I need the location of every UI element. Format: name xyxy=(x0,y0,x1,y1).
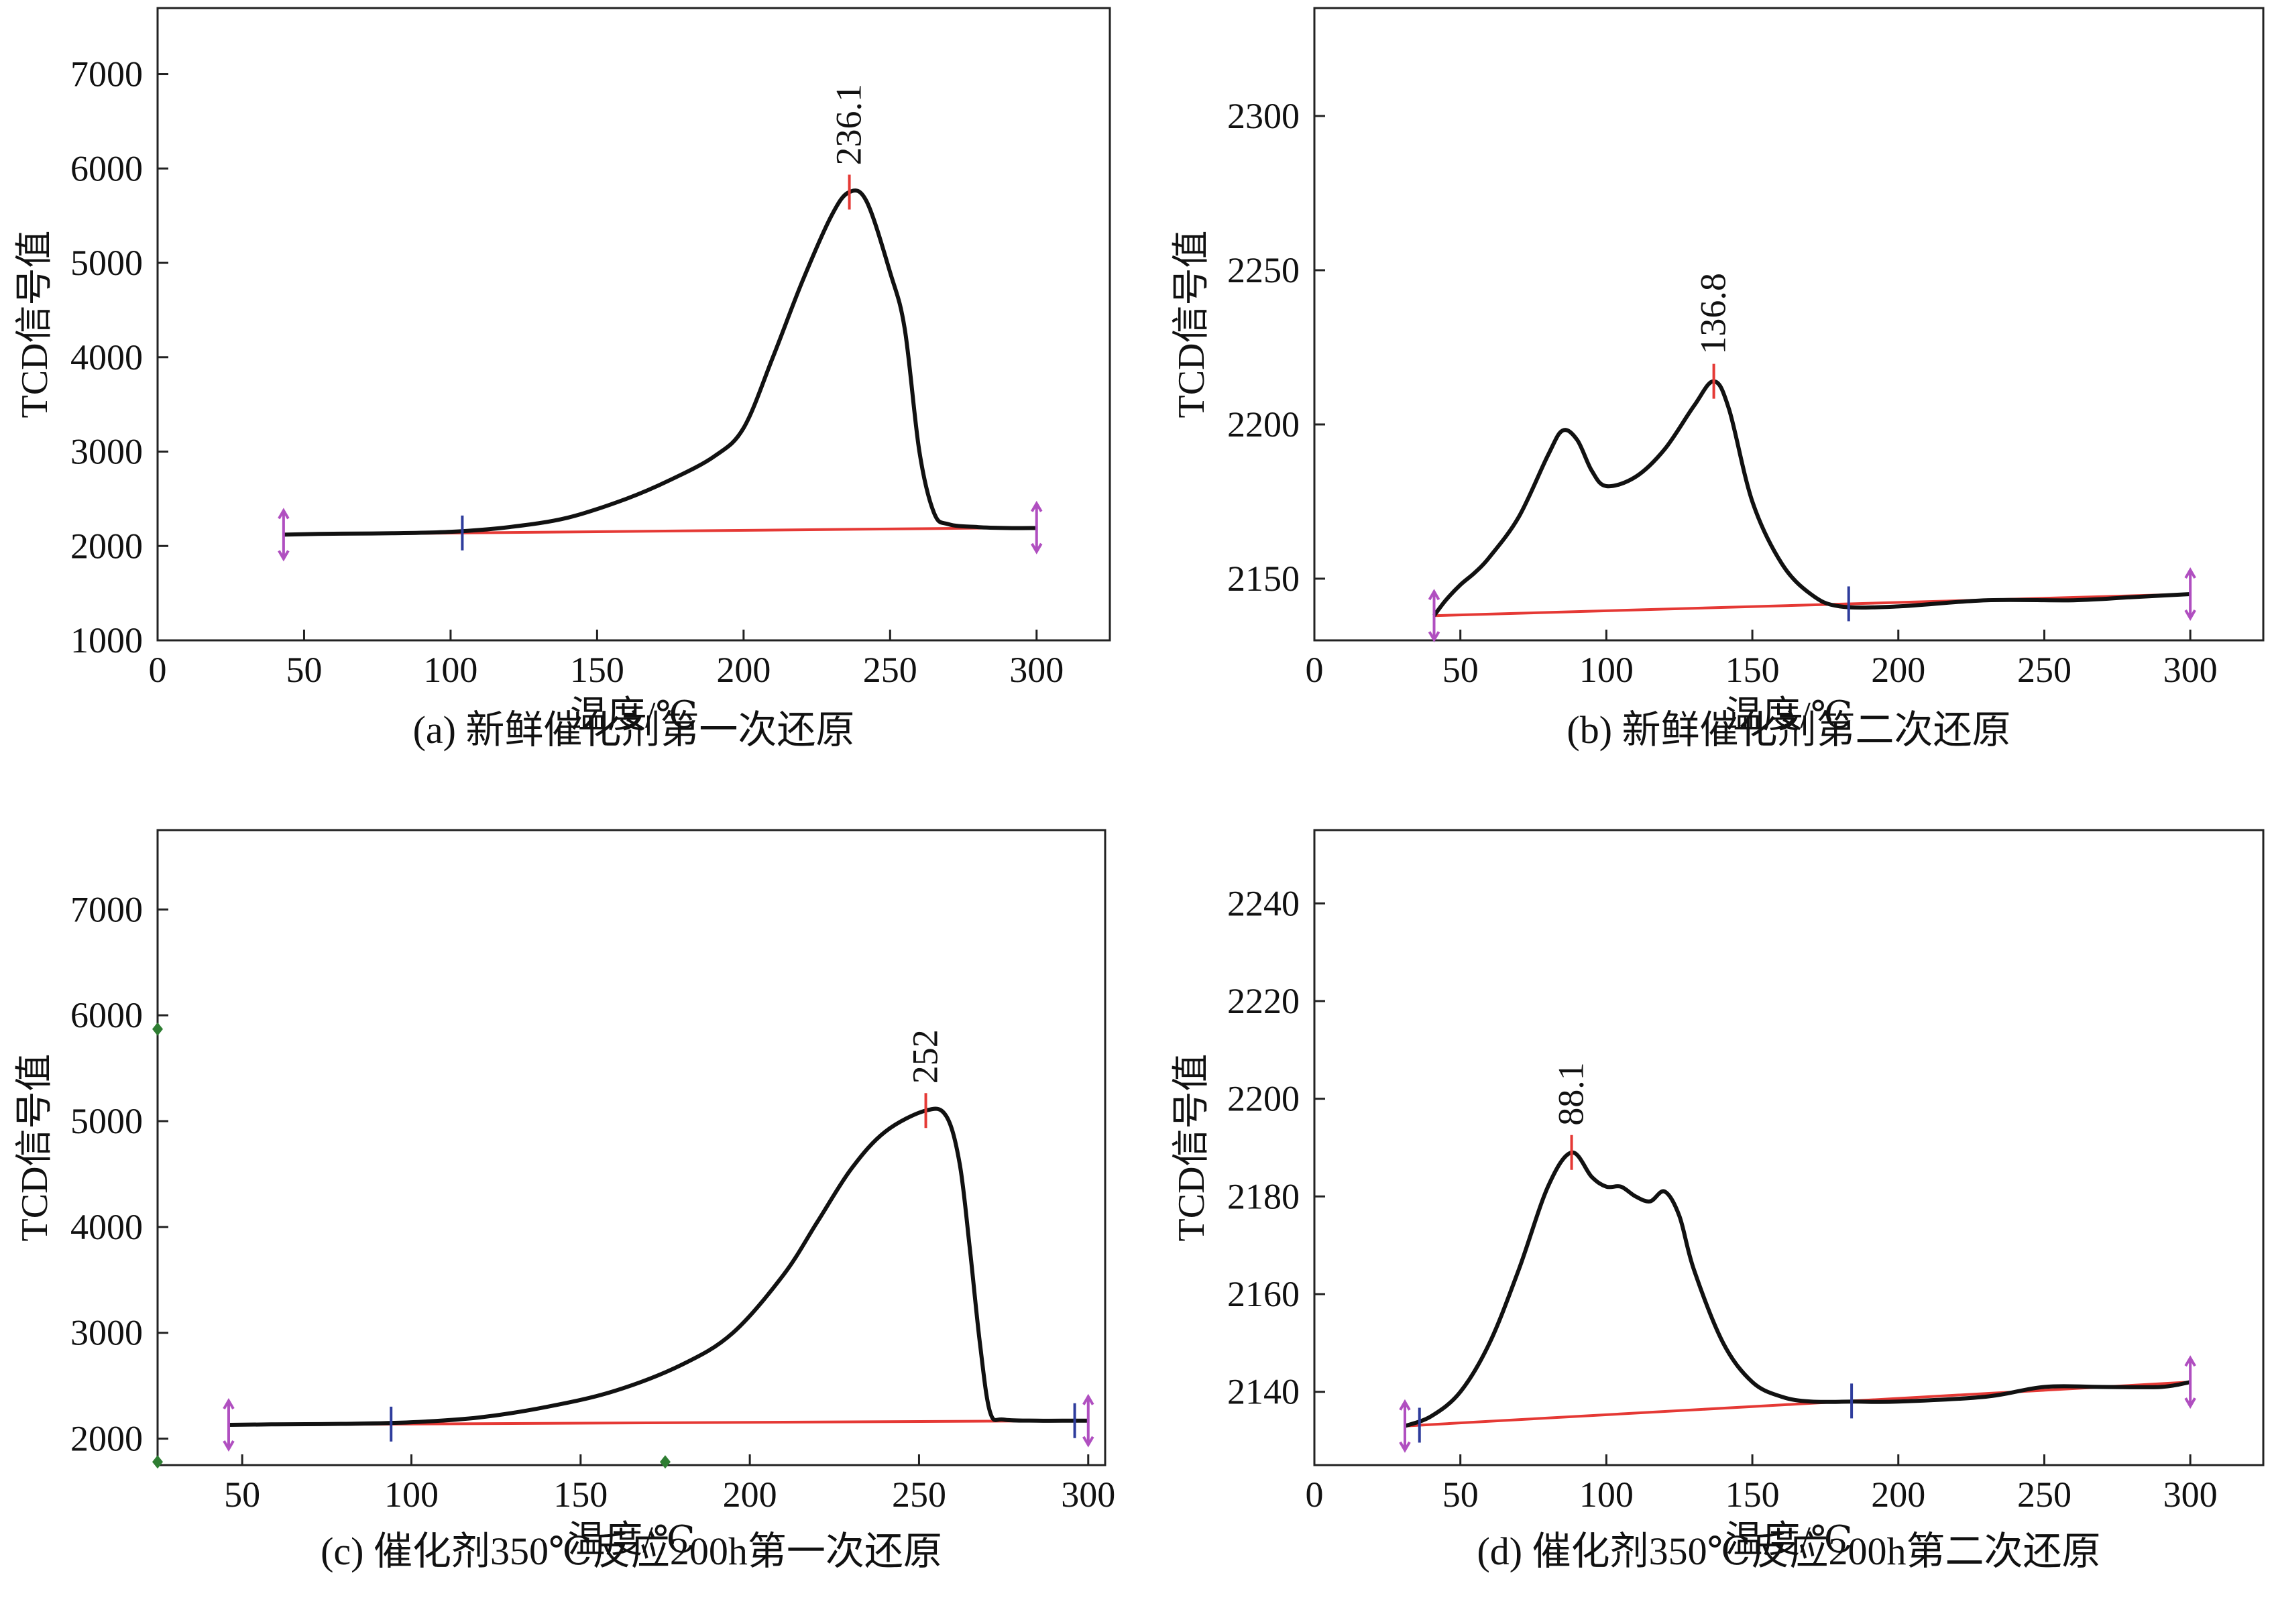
x-tick-label: 100 xyxy=(423,650,477,690)
y-axis-title: TCD信号值 xyxy=(14,231,56,418)
y-tick-label: 2000 xyxy=(70,1419,143,1459)
plot-frame xyxy=(156,829,1106,1466)
y-axis-title: TCD信号值 xyxy=(14,1054,56,1242)
endpoint-marker xyxy=(1082,1393,1094,1448)
y-tick-label: 2220 xyxy=(1227,981,1300,1021)
endpoint-marker xyxy=(1428,589,1440,643)
y-tick-label: 6000 xyxy=(70,148,143,188)
endpoint-marker xyxy=(1399,1399,1411,1453)
x-tick-label: 250 xyxy=(892,1474,946,1515)
x-tick-label: 50 xyxy=(1442,650,1479,690)
x-tick-label: 200 xyxy=(716,650,771,690)
endpoint-marker xyxy=(2184,1355,2196,1409)
x-tick-label: 150 xyxy=(1725,650,1780,690)
y-tick-label: 2000 xyxy=(70,526,143,566)
plot-frame xyxy=(1313,829,2265,1466)
x-tick-label: 300 xyxy=(1061,1474,1115,1515)
x-tick-label: 100 xyxy=(384,1474,439,1515)
y-tick-label: 2250 xyxy=(1227,250,1300,290)
baseline-line xyxy=(1404,1381,2191,1428)
peak-label: 236.1 xyxy=(829,84,869,166)
y-tick-label: 3000 xyxy=(70,432,143,472)
panel-b: 0 50 100 150 200 250 300 2150 2200 2250 2300 温度/℃ TC… xyxy=(1171,7,2265,752)
y-tick-label: 2160 xyxy=(1227,1274,1300,1314)
y-tick-label: 6000 xyxy=(70,995,143,1035)
x-tick-label: 200 xyxy=(1871,650,1925,690)
tcd-curve xyxy=(1432,379,2191,618)
baseline-line xyxy=(1434,593,2191,618)
green-marker xyxy=(659,1455,671,1469)
panel-caption: (a) 新鲜催化剂第一次还原 xyxy=(413,708,855,752)
x-tick-label: 0 xyxy=(149,650,167,690)
x-tick-label: 150 xyxy=(553,1474,608,1515)
y-tick-label: 5000 xyxy=(70,243,143,283)
panel-caption: (d) 催化剂350℃反应200h第二次还原 xyxy=(1477,1529,2100,1573)
tcd-curve xyxy=(228,1106,1088,1428)
endpoint-marker xyxy=(223,1398,235,1452)
x-tick-label: 250 xyxy=(863,650,917,690)
plot-frame xyxy=(1313,7,2265,642)
x-tick-label: 150 xyxy=(570,650,624,690)
x-axis-title: 温度/℃ xyxy=(570,695,697,736)
y-tick-label: 4000 xyxy=(70,337,143,378)
panel-caption: (c) 催化剂350℃反应200h第一次还原 xyxy=(321,1529,942,1573)
y-axis-title: TCD信号值 xyxy=(1171,231,1212,418)
y-tick-label: 7000 xyxy=(70,889,143,929)
endpoint-marker xyxy=(278,508,290,562)
panel-a: 0 50 100 150 200 250 300 1000 2000 3000 4000 5000 60… xyxy=(14,7,1111,752)
y-tick-label: 2140 xyxy=(1227,1372,1300,1412)
green-marker xyxy=(152,1455,163,1469)
x-tick-label: 100 xyxy=(1579,650,1634,690)
panel-c: 50 100 150 200 250 300 2000 3000 4000 5000 6000 700… xyxy=(14,829,1115,1573)
x-tick-label: 0 xyxy=(1306,650,1324,690)
x-tick-label: 300 xyxy=(1009,650,1064,690)
x-tick-label: 250 xyxy=(2017,650,2071,690)
y-tick-label: 5000 xyxy=(70,1101,143,1141)
x-tick-label: 50 xyxy=(286,650,322,690)
tcd-curve xyxy=(283,188,1037,537)
x-tick-label: 250 xyxy=(2017,1474,2071,1515)
y-axis-title: TCD信号值 xyxy=(1171,1054,1212,1242)
x-tick-label: 100 xyxy=(1579,1474,1634,1515)
y-tick-label: 7000 xyxy=(70,54,143,95)
y-tick-label: 2240 xyxy=(1227,883,1300,923)
x-tick-label: 150 xyxy=(1725,1474,1780,1515)
y-tick-label: 2200 xyxy=(1227,404,1300,445)
endpoint-marker xyxy=(1031,500,1043,555)
x-tick-label: 50 xyxy=(224,1474,260,1515)
plot-frame xyxy=(156,7,1111,642)
y-tick-label: 2150 xyxy=(1227,559,1300,599)
y-tick-label: 1000 xyxy=(70,620,143,660)
tcd-curve xyxy=(1404,1150,2191,1428)
panel-caption: (b) 新鲜催化剂第二次还原 xyxy=(1567,708,2010,752)
peak-label: 88.1 xyxy=(1551,1062,1591,1126)
y-tick-label: 4000 xyxy=(70,1207,143,1247)
panel-d: 0 50 100 150 200 250 300 2140 2160 2180 2200 2220 22… xyxy=(1171,829,2265,1573)
x-tick-label: 0 xyxy=(1306,1474,1324,1515)
peak-label: 136.8 xyxy=(1693,273,1734,355)
green-marker xyxy=(152,1022,163,1036)
x-tick-label: 50 xyxy=(1442,1474,1479,1515)
x-tick-label: 300 xyxy=(2163,1474,2218,1515)
peak-label: 252 xyxy=(905,1029,946,1084)
endpoint-marker xyxy=(2184,567,2196,621)
x-axis-title: 温度/℃ xyxy=(1725,695,1852,736)
x-tick-label: 200 xyxy=(723,1474,777,1515)
x-axis-title: 温度/℃ xyxy=(567,1519,695,1561)
x-tick-label: 300 xyxy=(2163,650,2218,690)
x-tick-label: 200 xyxy=(1871,1474,1925,1515)
y-tick-label: 2180 xyxy=(1227,1176,1300,1216)
x-axis-title: 温度/℃ xyxy=(1725,1519,1852,1561)
y-tick-label: 3000 xyxy=(70,1313,143,1353)
y-tick-label: 2300 xyxy=(1227,96,1300,136)
y-tick-label: 2200 xyxy=(1227,1079,1300,1119)
